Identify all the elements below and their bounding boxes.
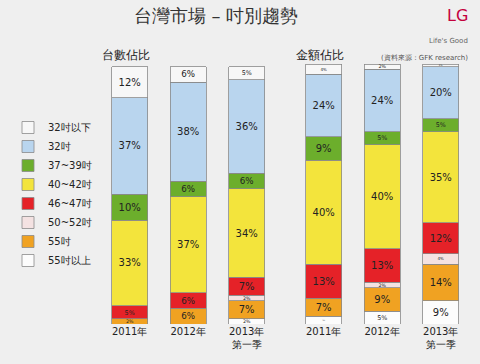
svg-text:34%: 34% — [236, 228, 258, 239]
svg-text:24%: 24% — [313, 100, 335, 111]
svg-text:9%: 9% — [433, 307, 449, 318]
svg-text:24%: 24% — [371, 95, 393, 106]
svg-text:13%: 13% — [371, 260, 393, 271]
svg-text:金額佔比: 金額佔比 — [296, 48, 344, 62]
svg-text:5%: 5% — [242, 69, 252, 76]
svg-text:36%: 36% — [236, 121, 258, 132]
svg-text:55吋: 55吋 — [48, 236, 71, 247]
svg-text:13%: 13% — [313, 276, 335, 287]
svg-text:9%: 9% — [316, 143, 332, 154]
svg-text:32吋以下: 32吋以下 — [48, 122, 91, 133]
svg-text:2012年: 2012年 — [364, 326, 399, 337]
svg-text:14%: 14% — [430, 277, 452, 288]
svg-text:32吋: 32吋 — [48, 141, 71, 152]
svg-text:(資料來源：GFK research): (資料來源：GFK research) — [381, 54, 468, 62]
svg-text:7%: 7% — [316, 302, 332, 313]
svg-text:37~39吋: 37~39吋 — [48, 160, 92, 171]
svg-text:12%: 12% — [119, 77, 141, 88]
svg-text:40~42吋: 40~42吋 — [48, 179, 92, 190]
svg-text:7%: 7% — [239, 304, 255, 315]
svg-text:2%: 2% — [126, 319, 134, 324]
svg-text:35%: 35% — [430, 172, 452, 183]
svg-text:Life's Good: Life's Good — [429, 37, 468, 45]
svg-text:6%: 6% — [181, 296, 195, 306]
svg-text:40%: 40% — [371, 191, 393, 202]
svg-text:6%: 6% — [181, 311, 195, 321]
svg-text:37%: 37% — [177, 239, 199, 250]
svg-text:5%: 5% — [377, 134, 387, 141]
svg-text:4%: 4% — [438, 256, 445, 261]
svg-text:7%: 7% — [239, 281, 255, 292]
svg-text:台灣市場 – 吋別趨勢: 台灣市場 – 吋別趨勢 — [134, 5, 298, 26]
svg-text:4%: 4% — [321, 67, 328, 72]
svg-text:12%: 12% — [430, 233, 452, 244]
svg-text:2%: 2% — [378, 64, 386, 69]
svg-text:1%: 1% — [439, 64, 444, 67]
svg-text:5%: 5% — [125, 309, 135, 316]
svg-text:37%: 37% — [119, 140, 141, 151]
svg-text:40%: 40% — [313, 207, 335, 218]
svg-text:台數佔比: 台數佔比 — [102, 48, 150, 62]
svg-text:2011年: 2011年 — [112, 326, 147, 337]
svg-text:55吋以上: 55吋以上 — [48, 255, 91, 266]
svg-text:46~47吋: 46~47吋 — [48, 198, 92, 209]
svg-text:6%: 6% — [240, 176, 254, 186]
svg-text:3%: 3% — [322, 319, 325, 322]
svg-text:2%: 2% — [243, 296, 251, 301]
svg-text:2%: 2% — [378, 283, 386, 288]
svg-text:33%: 33% — [119, 257, 141, 268]
svg-text:LG: LG — [447, 6, 468, 25]
svg-text:2012年: 2012年 — [170, 326, 205, 337]
svg-text:10%: 10% — [119, 202, 141, 213]
svg-text:2013年第一季: 2013年第一季 — [229, 326, 264, 350]
svg-text:5%: 5% — [377, 314, 387, 321]
svg-text:9%: 9% — [374, 294, 390, 305]
svg-text:2013年第一季: 2013年第一季 — [423, 326, 458, 350]
svg-text:20%: 20% — [430, 87, 452, 98]
svg-text:2011年: 2011年 — [306, 326, 341, 337]
svg-text:6%: 6% — [181, 69, 195, 79]
svg-text:5%: 5% — [436, 121, 446, 128]
svg-text:6%: 6% — [181, 184, 195, 194]
svg-text:50~52吋: 50~52吋 — [48, 217, 92, 228]
svg-text:2%: 2% — [243, 319, 251, 324]
svg-text:38%: 38% — [177, 126, 199, 137]
